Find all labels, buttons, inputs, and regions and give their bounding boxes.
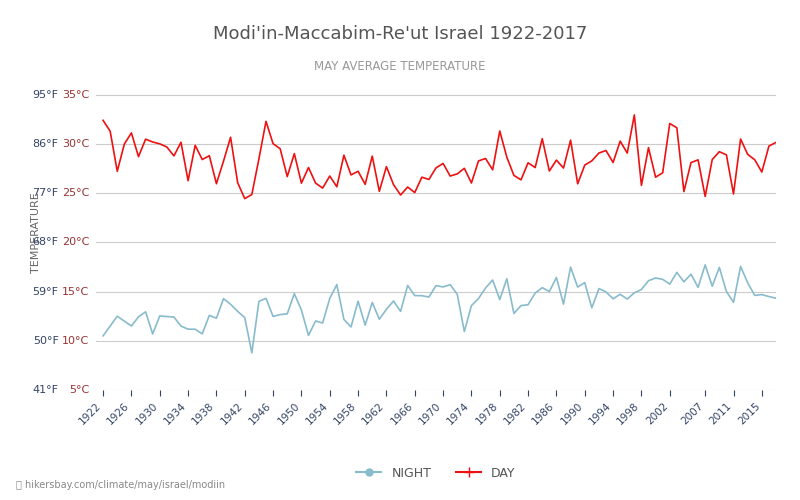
Text: 30°C: 30°C: [62, 139, 90, 149]
Text: 35°C: 35°C: [62, 90, 90, 100]
Text: 15°C: 15°C: [62, 286, 90, 296]
Text: 59°F: 59°F: [33, 286, 58, 296]
Text: 95°F: 95°F: [33, 90, 58, 100]
Text: 🌐 hikersbay.com/climate/may/israel/modiin: 🌐 hikersbay.com/climate/may/israel/modii…: [16, 480, 225, 490]
Text: 50°F: 50°F: [33, 336, 58, 346]
Text: 86°F: 86°F: [33, 139, 58, 149]
Text: 20°C: 20°C: [62, 238, 90, 248]
Text: 10°C: 10°C: [62, 336, 90, 346]
Text: MAY AVERAGE TEMPERATURE: MAY AVERAGE TEMPERATURE: [314, 60, 486, 73]
Legend: NIGHT, DAY: NIGHT, DAY: [351, 462, 521, 484]
Text: 41°F: 41°F: [33, 385, 58, 395]
Text: Modi'in-Maccabim-Re'ut Israel 1922-2017: Modi'in-Maccabim-Re'ut Israel 1922-2017: [213, 25, 587, 43]
Text: 25°C: 25°C: [62, 188, 90, 198]
Text: 68°F: 68°F: [33, 238, 58, 248]
Text: 77°F: 77°F: [33, 188, 58, 198]
Y-axis label: TEMPERATURE: TEMPERATURE: [30, 192, 41, 273]
Text: 5°C: 5°C: [69, 385, 90, 395]
